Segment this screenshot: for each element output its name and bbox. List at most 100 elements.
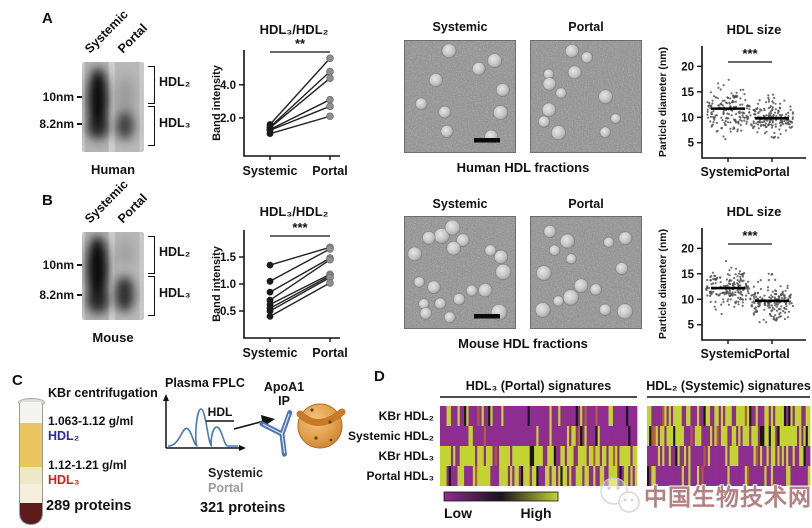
hdl-peak-label: HDL (208, 405, 233, 419)
data-point (779, 285, 782, 288)
heatmap-cell (582, 426, 585, 446)
heatmap-cell (485, 466, 489, 486)
data-point (739, 118, 742, 121)
x-tick-label: Portal (312, 346, 347, 360)
heatmap-cell (751, 406, 754, 426)
heatmap-cell (485, 406, 489, 426)
heatmap-cell (575, 426, 579, 446)
data-point (745, 283, 748, 287)
heatmap-cell (507, 426, 511, 446)
data-point (726, 273, 729, 276)
heatmap-cell (699, 446, 702, 466)
data-point (752, 120, 755, 123)
antibody-stripe (262, 423, 283, 435)
hdl-particle (536, 265, 552, 281)
heatmap-cell (720, 466, 724, 486)
heatmap-cell (582, 466, 585, 486)
heatmap-cell (551, 406, 555, 426)
heatmap-cell (623, 466, 627, 486)
heatmap-cell (523, 446, 526, 466)
heatmap-cell (483, 426, 487, 446)
heatmap-cell (461, 426, 465, 446)
heatmap-cell (712, 426, 715, 446)
heatmap-cell (457, 406, 461, 426)
heatmap-cell (630, 406, 633, 426)
heatmap-cell (751, 426, 754, 446)
heatmap-cell (556, 426, 559, 446)
data-point (719, 276, 722, 279)
heatmap-cell (660, 406, 663, 426)
heatmap-cell (527, 406, 531, 426)
heatmap-cell (668, 466, 672, 486)
heatmap-cell (655, 446, 659, 466)
heatmap-cell (529, 466, 533, 486)
data-point (737, 122, 740, 125)
heatmap-cell (461, 446, 465, 466)
heatmap-cell (751, 446, 754, 466)
heatmap-cell (766, 466, 770, 486)
heatmap-cell (801, 446, 804, 466)
data-point (711, 271, 715, 274)
data-point (762, 120, 766, 123)
heatmap-cell (790, 446, 793, 466)
heatmap-cell (446, 426, 450, 446)
heatmap-cell (556, 446, 559, 466)
heatmap-cell (448, 426, 452, 446)
hdl-particle (618, 231, 633, 246)
heatmap-cell (477, 406, 480, 426)
heatmap-cell (666, 406, 670, 426)
data-point (775, 305, 778, 308)
heatmap-cell (755, 406, 759, 426)
hdl-particle (407, 246, 422, 262)
heatmap-cell (617, 406, 620, 426)
data-point (778, 315, 782, 318)
heatmap-cell (577, 406, 581, 426)
heatmap-cell (626, 446, 629, 466)
data-point (722, 135, 725, 138)
heatmap-cell (453, 426, 456, 446)
data-point (791, 112, 794, 115)
heatmap-cell (677, 466, 680, 486)
heatmap-cell (492, 406, 496, 426)
data-point (723, 291, 726, 294)
heatmap-cell (762, 406, 765, 426)
heatmap-cell (510, 426, 513, 446)
heatmap-cell (696, 426, 700, 446)
hdl-particle (603, 236, 615, 248)
heatmap-cell (707, 466, 711, 486)
data-point (778, 121, 781, 124)
heatmap-cell (612, 466, 616, 486)
data-point (728, 274, 731, 277)
data-point (774, 314, 777, 317)
heatmap-row-label-systemic-hdl2: Systemic HDL₂ (347, 429, 434, 443)
data-point (745, 107, 749, 110)
heatmap-cell (540, 406, 544, 426)
heatmap-cell (681, 466, 685, 486)
heatmap-cell (518, 446, 522, 466)
heatmap-cell (729, 446, 733, 466)
data-point (741, 298, 744, 301)
heatmap-cell (744, 446, 748, 466)
data-point (781, 291, 784, 295)
data-point (737, 284, 740, 287)
data-point (739, 298, 742, 301)
hdl-particle (598, 89, 613, 105)
data-point (755, 295, 758, 298)
heatmap-cell (742, 466, 746, 486)
fplc-title: Plasma FPLC (165, 376, 245, 390)
hdl-particle (562, 289, 580, 306)
tem-border (530, 216, 642, 329)
heatmap-cell (595, 446, 598, 466)
heatmap-cell (577, 466, 581, 486)
data-point (782, 310, 785, 313)
heatmap-cell (801, 426, 804, 446)
data-point (785, 305, 788, 308)
heatmap-cell (788, 466, 791, 486)
heatmap-cell (694, 426, 698, 446)
heatmap-cell (760, 426, 763, 446)
heatmap-cell (545, 466, 548, 486)
data-point (788, 295, 791, 298)
heatmap-cell (686, 466, 689, 486)
heatmap-cell (673, 446, 676, 466)
heatmap-cell (516, 426, 520, 446)
